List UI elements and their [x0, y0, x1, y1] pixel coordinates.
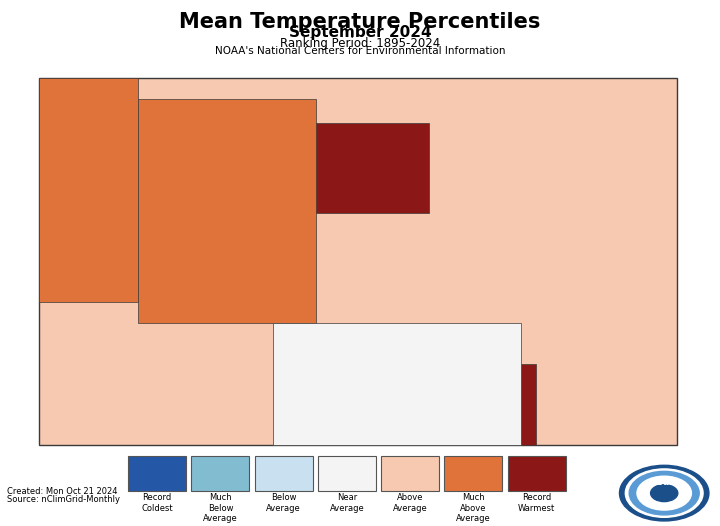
Bar [192, 457, 249, 491]
Text: Created: Mon Oct 21 2024: Created: Mon Oct 21 2024 [7, 487, 117, 495]
Bar [508, 457, 566, 491]
Text: Much
Above
Average: Much Above Average [456, 493, 491, 523]
Circle shape [637, 476, 691, 510]
FancyBboxPatch shape [39, 78, 678, 445]
Text: Record
Coldest: Record Coldest [141, 493, 173, 513]
Bar [318, 457, 376, 491]
Bar [255, 457, 312, 491]
Bar [128, 457, 186, 491]
FancyBboxPatch shape [273, 323, 521, 445]
Text: Near
Average: Near Average [330, 493, 364, 513]
Text: Much
Below
Average: Much Below Average [203, 493, 238, 523]
Text: Source: nClimGrid-Monthly: Source: nClimGrid-Monthly [7, 495, 120, 504]
Circle shape [651, 484, 678, 502]
FancyBboxPatch shape [138, 99, 315, 323]
Circle shape [629, 471, 699, 515]
Text: Below
Average: Below Average [266, 493, 301, 513]
Text: Mean Temperature Percentiles: Mean Temperature Percentiles [179, 12, 541, 32]
Bar [382, 457, 439, 491]
Text: Above
Average: Above Average [393, 493, 428, 513]
Text: noaa: noaa [652, 478, 677, 487]
Circle shape [625, 469, 703, 518]
Text: NOAA's National Centers for Environmental Information: NOAA's National Centers for Environmenta… [215, 46, 505, 56]
Text: Record
Warmest: Record Warmest [518, 493, 555, 513]
Bar [444, 457, 503, 491]
Text: Ranking Period: 1895-2024: Ranking Period: 1895-2024 [280, 37, 440, 50]
Text: September 2024: September 2024 [289, 25, 431, 41]
FancyBboxPatch shape [486, 363, 536, 445]
FancyBboxPatch shape [39, 78, 138, 302]
Circle shape [619, 466, 709, 521]
FancyBboxPatch shape [302, 123, 429, 213]
